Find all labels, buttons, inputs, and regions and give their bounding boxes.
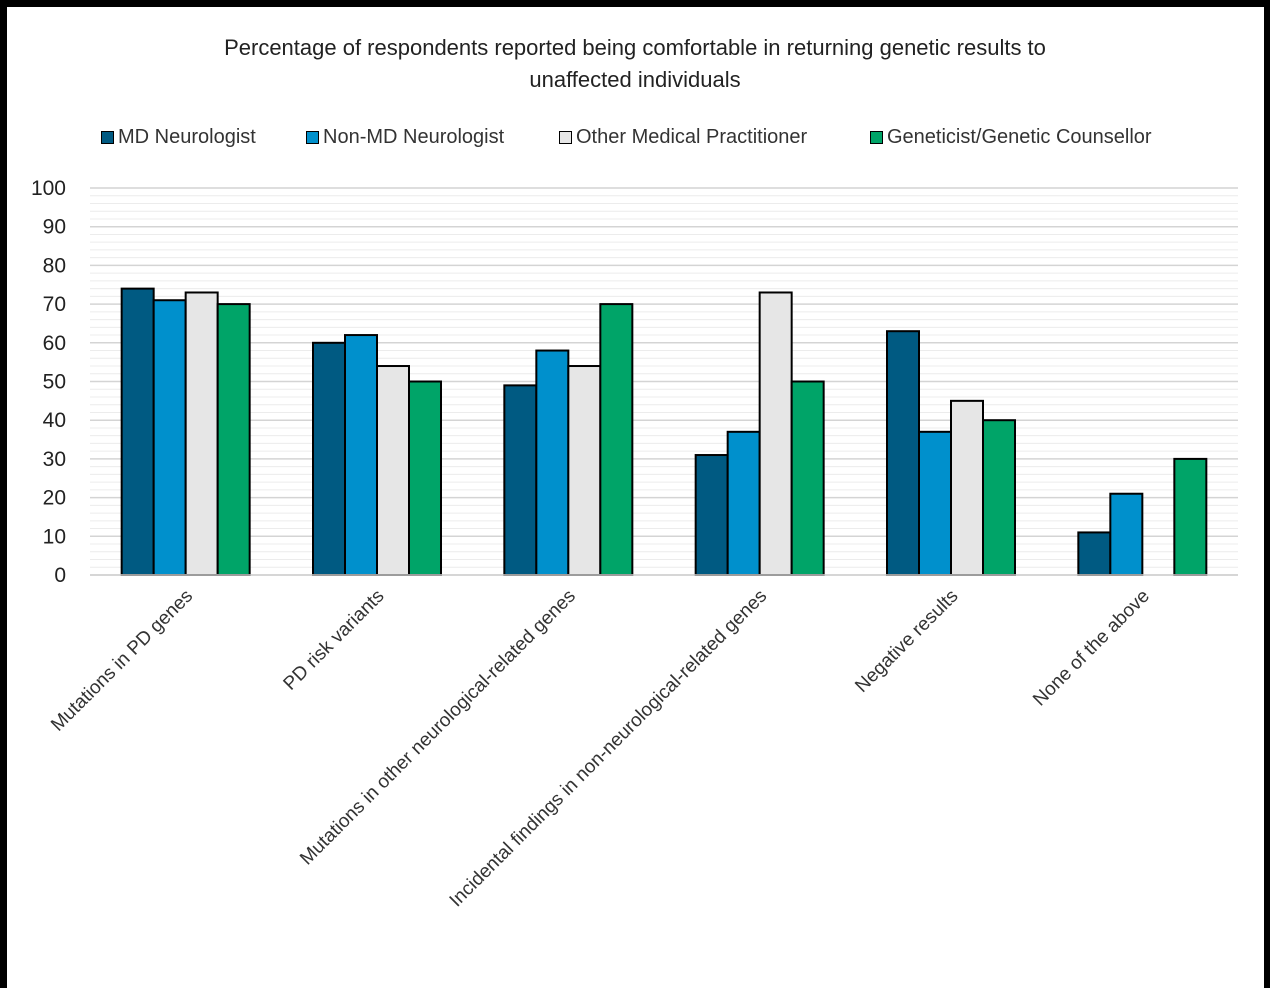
legend-swatch-geneticist <box>870 130 883 144</box>
legend-label-non-md-neurologist: Non-MD Neurologist <box>323 125 505 148</box>
y-tick-label: 100 <box>31 177 66 200</box>
y-tick-label: 20 <box>43 487 66 510</box>
bar-non-md-neurologist-2 <box>535 349 570 577</box>
legend-swatch-md-neurologist <box>101 130 114 144</box>
bar-other-medical-practitioner-1 <box>376 365 410 576</box>
x-tick-label: Negative results <box>851 586 962 697</box>
y-tick-label: 50 <box>43 371 66 394</box>
legend-item-other-medical-practitioner: Other Medical Practitioner <box>559 124 807 150</box>
legend-swatch-non-md-neurologist <box>306 130 319 144</box>
chart-title-line-2: unaffected individuals <box>529 67 741 92</box>
y-tick-label: 90 <box>43 216 66 239</box>
y-tick-label: 40 <box>43 409 66 432</box>
legend-label-md-neurologist: MD Neurologist <box>118 125 256 148</box>
bar-md-neurologist-4 <box>886 330 920 576</box>
bar-geneticist-genetic-counsellor-2 <box>599 303 634 576</box>
bar-md-neurologist-5 <box>1077 531 1112 576</box>
bar-md-neurologist-3 <box>694 454 729 576</box>
bar-other-medical-practitioner-0 <box>184 291 219 576</box>
y-tick-label: 70 <box>43 293 66 316</box>
x-tick-label: Incidental findings in non-neurological-… <box>446 586 772 912</box>
x-axis: Mutations in PD genes PD risk variantsMut… <box>47 574 1238 912</box>
bar-non-md-neurologist-4 <box>918 430 952 576</box>
chart-title: Percentage of respondents reported being… <box>40 32 1230 96</box>
y-tick-label: 10 <box>43 525 66 548</box>
bar-other-medical-practitioner-2 <box>567 365 602 576</box>
y-tick-label: 80 <box>43 254 66 277</box>
chart-title-line-1: Percentage of respondents reported being… <box>224 35 1046 60</box>
y-tick-label: 60 <box>43 332 66 355</box>
y-tick-label: 30 <box>43 448 66 471</box>
bar-other-medical-practitioner-4 <box>950 399 984 576</box>
bar-geneticist-genetic-counsellor-1 <box>408 380 442 576</box>
bar-geneticist-genetic-counsellor-0 <box>216 303 251 576</box>
bar-non-md-neurologist-5 <box>1109 492 1144 577</box>
bar-md-neurologist-2 <box>503 384 538 576</box>
bar-other-medical-practitioner-3 <box>758 291 793 576</box>
bar-non-md-neurologist-0 <box>152 299 187 576</box>
bar-non-md-neurologist-3 <box>726 430 761 576</box>
bar-geneticist-genetic-counsellor-4 <box>982 419 1016 577</box>
bar-md-neurologist-1 <box>312 341 346 576</box>
bar-geneticist-genetic-counsellor-5 <box>1173 457 1208 576</box>
bars <box>120 287 1208 577</box>
gridlines <box>90 187 1238 576</box>
legend-item-non-md-neurologist: Non-MD Neurologist <box>306 124 504 150</box>
legend-label-geneticist: Geneticist/Genetic Counsellor <box>887 125 1152 148</box>
chart-legend: MD Neurologist Non-MD Neurologist Other … <box>0 124 1270 150</box>
y-tick-label: 0 <box>54 564 66 587</box>
bar-md-neurologist-0 <box>120 287 155 576</box>
x-tick-label: None of the above <box>1029 586 1154 711</box>
legend-label-other-medical-practitioner: Other Medical Practitioner <box>576 125 808 148</box>
bar-geneticist-genetic-counsellor-3 <box>790 380 825 576</box>
x-tick-label: PD risk variants <box>280 586 389 695</box>
y-axis: 0 10 20 30 40 50 60 70 80 90 100 <box>31 177 66 587</box>
x-tick-label: Mutations in PD genes <box>47 586 197 736</box>
legend-item-geneticist: Geneticist/Genetic Counsellor <box>870 124 1152 150</box>
legend-swatch-other-medical-practitioner <box>559 130 572 144</box>
legend-item-md-neurologist: MD Neurologist <box>101 124 256 150</box>
bar-non-md-neurologist-1 <box>344 334 378 576</box>
